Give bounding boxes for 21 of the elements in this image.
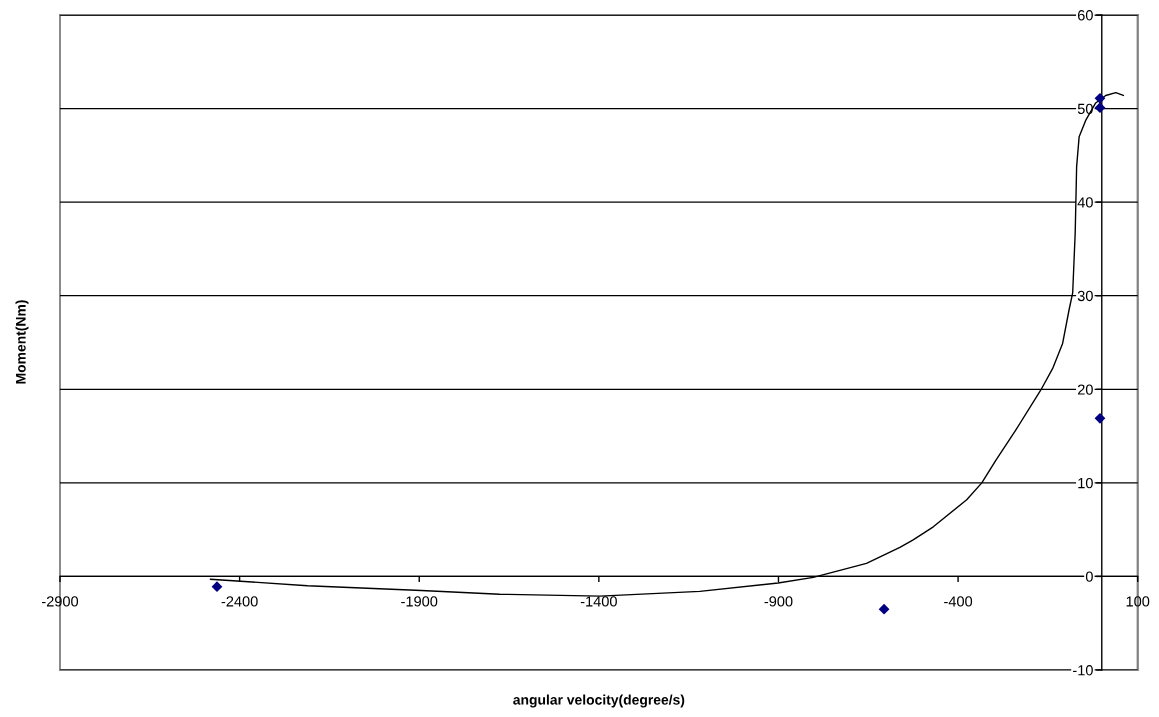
- y-tick-label: 20: [1077, 384, 1093, 395]
- y-tick-label: -10: [1073, 665, 1093, 676]
- y-tick-label: 10: [1078, 477, 1093, 489]
- x-tick-label: -1400: [580, 596, 617, 607]
- x-tick-label: -400: [944, 596, 973, 607]
- point: [1094, 412, 1106, 424]
- y-tick-label: 0: [1085, 571, 1093, 582]
- point: [1094, 102, 1106, 114]
- x-tick-label: -2400: [221, 596, 258, 607]
- y-axis-title: Moment(Nm): [15, 300, 29, 384]
- point: [211, 581, 223, 593]
- x-tick-label: -900: [764, 596, 793, 607]
- point: [1094, 92, 1106, 104]
- x-tick-label: -1900: [401, 596, 438, 607]
- point: [878, 603, 890, 615]
- x-tick-label: -2900: [42, 596, 79, 607]
- y-tick-label: 60: [1077, 10, 1093, 21]
- x-tick-label: 100: [1126, 596, 1150, 607]
- x-axis-title: angular velocity(degree/s): [513, 694, 685, 708]
- y-tick-label: 30: [1077, 290, 1093, 302]
- y-tick-label: 40: [1077, 197, 1093, 208]
